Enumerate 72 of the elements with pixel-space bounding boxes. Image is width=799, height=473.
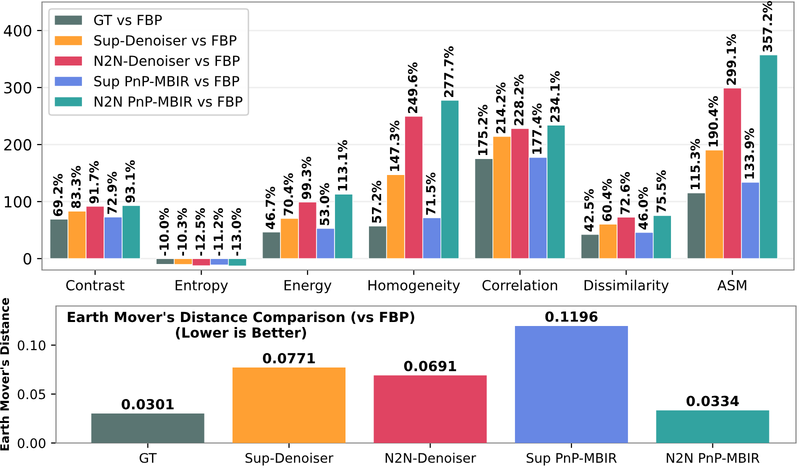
data-label: 0.1196 [545, 311, 598, 322]
x-tick-label: N2N PnP-MBIR [666, 452, 760, 463]
data-label: 147.3% [390, 120, 400, 171]
data-label: 46.0% [638, 187, 648, 230]
data-label: 277.7% [444, 46, 454, 97]
data-label: 69.2% [53, 174, 63, 216]
bar [374, 375, 487, 443]
data-label: 190.4% [708, 96, 718, 146]
x-tick-label: GT [140, 452, 157, 463]
data-label: 357.2% [762, 0, 772, 52]
y-tick-label: 300 [4, 82, 32, 94]
data-label: -10.3% [177, 208, 187, 256]
data-label: 0.0771 [262, 352, 315, 364]
x-tick-label: N2N-Denoiser [386, 452, 476, 463]
data-label: 99.3% [302, 156, 312, 200]
data-label: 93.1% [125, 160, 135, 203]
data-label: 91.7% [89, 161, 99, 204]
y-tick-label: 200 [4, 139, 32, 151]
data-label: 177.4% [532, 103, 542, 154]
x-tick-label: Sup PnP-MBIR [526, 452, 617, 466]
data-label: 72.6% [620, 172, 630, 214]
x-tick-label: Dissimilarity [584, 280, 669, 294]
y-tick-label: 0 [24, 253, 32, 265]
data-label: 0.0301 [122, 398, 174, 410]
x-tick-label: Energy [284, 280, 332, 294]
x-tick-label: Homogeneity [368, 280, 460, 294]
y-tick-label: 100 [4, 196, 32, 208]
data-label: 53.0% [320, 183, 330, 226]
x-tick-label: Contrast [66, 280, 124, 290]
text: Earth Mover's Distance Comparison (vs FBP) (Lower is Better) [68, 311, 414, 340]
bar [91, 414, 204, 443]
data-label: -10.0% [159, 208, 169, 256]
x-tick-label: ASM [717, 280, 746, 290]
y-axis-title: Earth Mover's Distance [0, 298, 10, 450]
data-label: 228.2% [514, 74, 524, 126]
x-tick-label: Entropy [176, 280, 228, 294]
y-tick-label: 0.00 [18, 438, 46, 448]
x-tick-label: Sup-Denoiser [246, 452, 334, 466]
legend-label: Sup PnP-MBIR vs FBP [94, 76, 240, 90]
data-label: 42.5% [584, 189, 594, 232]
data-label: 113.1% [338, 140, 348, 190]
data-label: 234.1% [550, 71, 560, 122]
data-label: -13.0% [232, 208, 242, 256]
data-label: 214.2% [496, 82, 506, 134]
data-label: 133.9% [744, 128, 754, 179]
data-label: -11.2% [214, 208, 224, 256]
x-tick-label: Correlation [482, 280, 558, 290]
legend-label: N2N PnP-MBIR vs FBP [94, 96, 242, 107]
bar [232, 368, 346, 443]
data-label: 70.4% [284, 173, 294, 216]
data-label: 57.2% [372, 180, 382, 223]
data-label: 115.3% [690, 138, 700, 190]
data-label: 46.7% [266, 186, 276, 230]
data-label: 0.0691 [404, 360, 456, 372]
data-label: 71.5% [426, 172, 436, 215]
legend-label: N2N-Denoiser vs FBP [94, 55, 240, 66]
legend-label: GT vs FBP [94, 14, 162, 26]
bar [514, 326, 628, 443]
y-tick-label: 0.10 [18, 340, 46, 350]
data-label: 60.4% [602, 178, 612, 222]
y-tick-label: 400 [4, 24, 32, 37]
data-label: 299.1% [726, 34, 736, 85]
data-label: 75.5% [656, 170, 666, 212]
data-label: 72.9% [107, 172, 117, 214]
data-label: 0.0334 [686, 396, 739, 406]
data-label: 175.2% [478, 104, 488, 156]
y-tick-label: 0.05 [18, 389, 46, 400]
data-label: 249.6% [408, 62, 418, 113]
bar [656, 410, 770, 443]
data-label: 83.3% [71, 166, 81, 208]
legend-label: Sup-Denoiser vs FBP [94, 34, 236, 48]
data-label: -12.5% [195, 208, 205, 256]
